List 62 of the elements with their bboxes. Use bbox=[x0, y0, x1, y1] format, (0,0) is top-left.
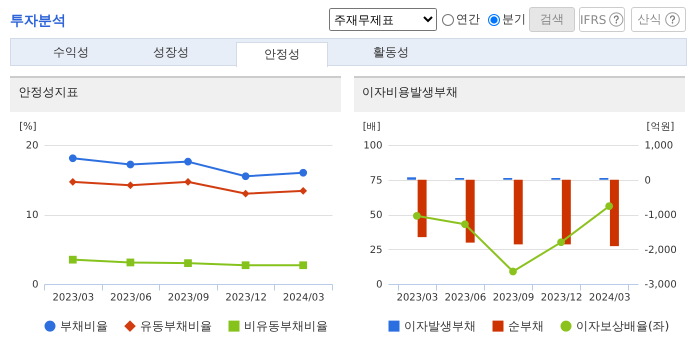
button: 검색 bbox=[529, 7, 575, 32]
x-tick-label: 2023/06 bbox=[110, 292, 152, 304]
y-axis-title: [%] bbox=[19, 122, 37, 132]
legend-label: 순부채 bbox=[508, 319, 544, 334]
point bbox=[68, 256, 77, 264]
y-tick-label: 100 bbox=[363, 140, 382, 152]
point bbox=[126, 181, 134, 190]
text: 투자분석 bbox=[10, 12, 66, 30]
x-tick-label: 2023/09 bbox=[168, 292, 210, 304]
y-tick-label: 10 bbox=[26, 210, 38, 221]
x-tick-label: 2024/03 bbox=[282, 292, 324, 304]
y2-tick-label: 0 bbox=[644, 175, 651, 186]
y2-tick-label: -3,000 bbox=[644, 280, 677, 290]
point bbox=[126, 160, 134, 168]
point bbox=[509, 268, 517, 276]
point bbox=[557, 238, 565, 246]
y2-tick-label: -2,000 bbox=[644, 244, 677, 256]
text: 연간 bbox=[456, 11, 480, 28]
tab-strip: 수익성 성장성 안정성 활동성 bbox=[10, 38, 687, 66]
y-tick-label: 0 bbox=[376, 280, 382, 290]
y2-axis-title: [억원] bbox=[646, 122, 674, 132]
x-tick-label: 2023/06 bbox=[444, 292, 486, 304]
chart-title: 이자비용발생부채 bbox=[362, 85, 458, 99]
x-tick-label: 2023/12 bbox=[225, 292, 267, 304]
y-tick-label: 0 bbox=[32, 280, 38, 290]
legend-label: 이자보상배율(좌) bbox=[576, 319, 670, 334]
point bbox=[412, 212, 421, 220]
point bbox=[126, 258, 134, 266]
point bbox=[299, 261, 308, 270]
x-tick-label: 2023/12 bbox=[540, 292, 582, 304]
point bbox=[242, 190, 250, 198]
point bbox=[299, 168, 308, 177]
legend-label: 유동부채비율 bbox=[140, 319, 212, 334]
point bbox=[461, 220, 469, 228]
point bbox=[68, 178, 77, 186]
x-tick-label: 2024/03 bbox=[588, 292, 630, 304]
text: 분기 bbox=[502, 11, 526, 28]
button: 산식 bbox=[631, 7, 686, 32]
point bbox=[184, 178, 192, 186]
y-tick-label: 75 bbox=[370, 175, 382, 186]
x-tick-label: 2023/03 bbox=[52, 292, 94, 304]
point bbox=[242, 172, 250, 180]
y-tick-label: 50 bbox=[370, 210, 382, 221]
legend-label: 비유동부채비율 bbox=[244, 319, 328, 334]
point bbox=[299, 186, 308, 195]
chart-title: 안정성지표 bbox=[18, 85, 79, 99]
x-tick-label: 2023/09 bbox=[492, 292, 534, 304]
button: IFRS bbox=[579, 7, 625, 32]
dropdown-field: 주재무제표 bbox=[329, 8, 437, 31]
legend-label: 부채비율 bbox=[60, 319, 108, 334]
point bbox=[184, 158, 192, 166]
y-axis-title: [배] bbox=[362, 122, 381, 132]
y-tick-label: 25 bbox=[370, 244, 382, 256]
y-tick-label: 20 bbox=[26, 140, 38, 152]
point bbox=[184, 259, 192, 268]
point bbox=[242, 261, 250, 270]
legend-label: 이자발생부채 bbox=[404, 319, 476, 334]
y2-tick-label: -1,000 bbox=[644, 210, 677, 221]
point bbox=[605, 202, 614, 210]
point bbox=[68, 154, 77, 162]
x-tick-label: 2023/03 bbox=[396, 292, 438, 304]
y2-tick-label: 1,000 bbox=[644, 140, 674, 152]
